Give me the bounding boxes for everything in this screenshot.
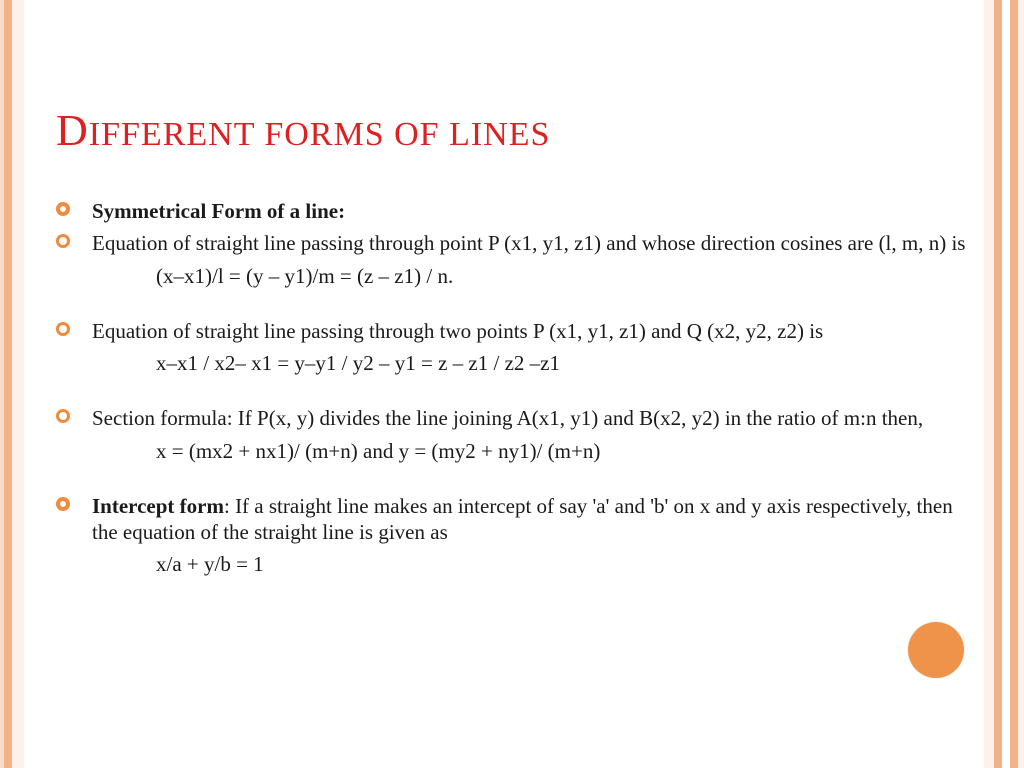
bullet-icon xyxy=(56,234,70,248)
list-item: Intercept form: If a straight line makes… xyxy=(56,493,968,546)
stripe-r2 xyxy=(994,0,1002,768)
stripe-l3 xyxy=(12,0,24,768)
list-item: Symmetrical Form of a line: xyxy=(56,198,968,224)
stripe-r4 xyxy=(1010,0,1018,768)
formula-text: x/a + y/b = 1 xyxy=(56,551,968,578)
bullet-icon xyxy=(56,497,70,511)
slide: DIFFERENT FORMS OF LINES Symmetrical For… xyxy=(0,0,1024,768)
bullet-icon xyxy=(56,409,70,423)
title-rest: IFFERENT FORMS OF LINES xyxy=(89,116,551,153)
item-text: Equation of straight line passing throug… xyxy=(92,231,965,255)
slide-title: DIFFERENT FORMS OF LINES xyxy=(56,105,968,156)
bullet-list: Symmetrical Form of a line: Equation of … xyxy=(56,198,968,579)
right-border xyxy=(984,0,1024,768)
left-border xyxy=(0,0,24,768)
item-text: Section formula: If P(x, y) divides the … xyxy=(92,406,923,430)
item-text: Equation of straight line passing throug… xyxy=(92,319,823,343)
item-text: Intercept form: If a straight line makes… xyxy=(92,494,953,544)
formula-text: x–x1 / x2– x1 = y–y1 / y2 – y1 = z – z1 … xyxy=(56,350,968,377)
stripe-r1 xyxy=(984,0,994,768)
list-item: Section formula: If P(x, y) divides the … xyxy=(56,405,968,431)
title-first-letter: D xyxy=(56,106,89,155)
list-item: Equation of straight line passing throug… xyxy=(56,230,968,256)
bullet-icon xyxy=(56,322,70,336)
content-area: DIFFERENT FORMS OF LINES Symmetrical For… xyxy=(56,105,968,585)
circle-decoration xyxy=(908,622,964,678)
stripe-l2 xyxy=(4,0,12,768)
list-item: Equation of straight line passing throug… xyxy=(56,318,968,344)
formula-text: x = (mx2 + nx1)/ (m+n) and y = (my2 + ny… xyxy=(56,438,968,465)
stripe-r5 xyxy=(1018,0,1024,768)
item-text: Symmetrical Form of a line: xyxy=(92,199,345,223)
formula-text: (x–x1)/l = (y – y1)/m = (z – z1) / n. xyxy=(56,263,968,290)
stripe-r3 xyxy=(1002,0,1010,768)
bullet-icon xyxy=(56,202,70,216)
